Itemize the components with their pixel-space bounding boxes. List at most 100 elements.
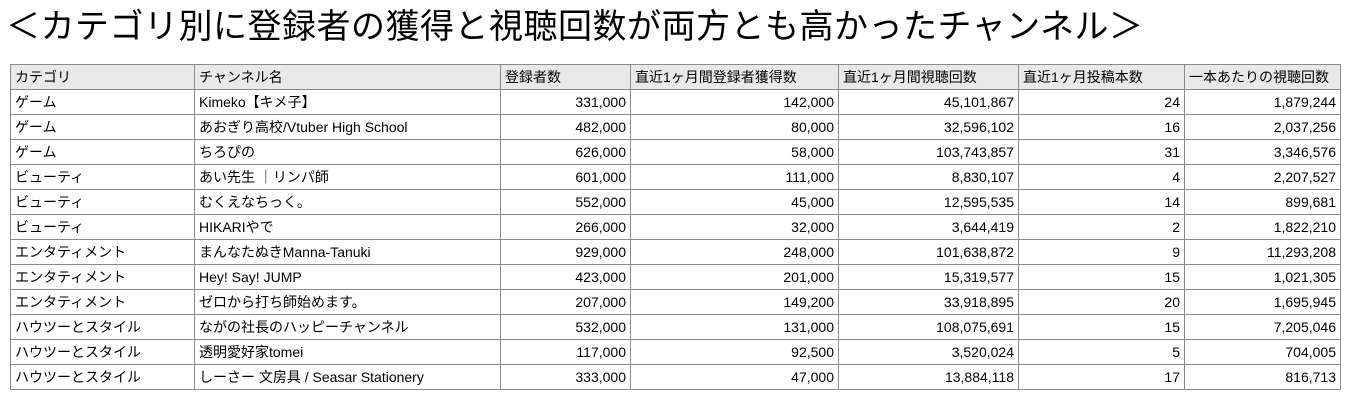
subscriber-gain-cell: 45,000 (630, 189, 839, 215)
channel-name-cell: あおぎり高校/Vtuber High School (194, 114, 501, 140)
channel-name-cell: ちろぴの (194, 139, 501, 165)
subscriber-gain-cell: 131,000 (630, 314, 839, 340)
views-per-video-cell: 7,205,046 (1184, 314, 1341, 340)
channel-name-cell: 透明愛好家tomei (194, 339, 501, 365)
channel-name-cell: あい先生 ｜リンパ師 (194, 164, 501, 190)
table-row: ゲーム Kimeko【キメ子】 331,000 142,000 45,101,867 24… (10, 89, 1341, 115)
subscribers-cell: 207,000 (500, 289, 631, 315)
views-per-video-cell: 1,822,210 (1184, 214, 1341, 240)
views-per-video-cell: 1,879,244 (1184, 89, 1341, 115)
subscriber-gain-cell: 142,000 (630, 89, 839, 115)
subscribers-cell: 423,000 (500, 264, 631, 290)
subscriber-gain-cell: 201,000 (630, 264, 839, 290)
monthly-posts-cell: 15 (1018, 264, 1185, 290)
monthly-views-cell: 3,520,024 (838, 339, 1019, 365)
monthly-posts-cell: 2 (1018, 214, 1185, 240)
category-cell: エンタティメント (10, 289, 195, 315)
header-monthly-views: 直近1ヶ月間視聴回数 (838, 64, 1019, 90)
header-monthly-posts: 直近1ヶ月投稿本数 (1018, 64, 1185, 90)
subscribers-cell: 552,000 (500, 189, 631, 215)
monthly-posts-cell: 24 (1018, 89, 1185, 115)
channel-name-cell: Kimeko【キメ子】 (194, 89, 501, 115)
subscriber-gain-cell: 32,000 (630, 214, 839, 240)
monthly-views-cell: 8,830,107 (838, 164, 1019, 190)
channel-name-cell: まんなたぬきManna-Tanuki (194, 239, 501, 265)
header-views-per-video: 一本あたりの視聴回数 (1184, 64, 1341, 90)
channel-name-cell: しーさー 文房具 / Seasar Stationery (194, 364, 501, 390)
views-per-video-cell: 704,005 (1184, 339, 1341, 365)
monthly-posts-cell: 14 (1018, 189, 1185, 215)
subscribers-cell: 117,000 (500, 339, 631, 365)
category-cell: ゲーム (10, 114, 195, 140)
table-row: エンタティメント Hey! Say! JUMP 423,000 201,000 15,3… (10, 264, 1341, 290)
monthly-posts-cell: 17 (1018, 364, 1185, 390)
category-cell: ゲーム (10, 89, 195, 115)
monthly-views-cell: 12,595,535 (838, 189, 1019, 215)
views-per-video-cell: 1,021,305 (1184, 264, 1341, 290)
subscribers-cell: 626,000 (500, 139, 631, 165)
channel-name-cell: HIKARIやで (194, 214, 501, 240)
header-channel-name: チャンネル名 (194, 64, 501, 90)
views-per-video-cell: 11,293,208 (1184, 239, 1341, 265)
category-cell: ビューティ (10, 214, 195, 240)
monthly-posts-cell: 5 (1018, 339, 1185, 365)
monthly-views-cell: 3,644,419 (838, 214, 1019, 240)
subscribers-cell: 601,000 (500, 164, 631, 190)
monthly-views-cell: 45,101,867 (838, 89, 1019, 115)
channel-table: カテゴリ チャンネル名 登録者数 直近1ヶ月間登録者獲得数 直近1ヶ月間視聴回数… (10, 64, 1341, 390)
monthly-posts-cell: 4 (1018, 164, 1185, 190)
monthly-views-cell: 108,075,691 (838, 314, 1019, 340)
table-header-row: カテゴリ チャンネル名 登録者数 直近1ヶ月間登録者獲得数 直近1ヶ月間視聴回数… (10, 64, 1341, 90)
views-per-video-cell: 1,695,945 (1184, 289, 1341, 315)
category-cell: ビューティ (10, 164, 195, 190)
subscriber-gain-cell: 92,500 (630, 339, 839, 365)
table-row: ビューティ HIKARIやで 266,000 32,000 3,644,419 2 1,82… (10, 214, 1341, 240)
views-per-video-cell: 3,346,576 (1184, 139, 1341, 165)
table-row: ゲーム あおぎり高校/Vtuber High School 482,000 80,00… (10, 114, 1341, 140)
subscriber-gain-cell: 149,200 (630, 289, 839, 315)
table-row: エンタティメント ゼロから打ち師始めます。 207,000 149,200 33,918… (10, 289, 1341, 315)
views-per-video-cell: 899,681 (1184, 189, 1341, 215)
channel-name-cell: むくえなちっく。 (194, 189, 501, 215)
table-row: ハウツーとスタイル ながの社長のハッピーチャンネル 532,000 131,000 10… (10, 314, 1341, 340)
category-cell: ゲーム (10, 139, 195, 165)
monthly-views-cell: 101,638,872 (838, 239, 1019, 265)
monthly-posts-cell: 15 (1018, 314, 1185, 340)
monthly-views-cell: 15,319,577 (838, 264, 1019, 290)
monthly-views-cell: 13,884,118 (838, 364, 1019, 390)
monthly-posts-cell: 9 (1018, 239, 1185, 265)
subscriber-gain-cell: 80,000 (630, 114, 839, 140)
header-monthly-subscriber-gain: 直近1ヶ月間登録者獲得数 (630, 64, 839, 90)
monthly-views-cell: 33,918,895 (838, 289, 1019, 315)
monthly-posts-cell: 20 (1018, 289, 1185, 315)
views-per-video-cell: 816,713 (1184, 364, 1341, 390)
monthly-posts-cell: 31 (1018, 139, 1185, 165)
category-cell: ハウツーとスタイル (10, 339, 195, 365)
header-category: カテゴリ (10, 64, 195, 90)
table-row: ハウツーとスタイル 透明愛好家tomei 117,000 92,500 3,520,02… (10, 339, 1341, 365)
channel-name-cell: ながの社長のハッピーチャンネル (194, 314, 501, 340)
channel-name-cell: Hey! Say! JUMP (194, 264, 501, 290)
subscriber-gain-cell: 47,000 (630, 364, 839, 390)
monthly-views-cell: 32,596,102 (838, 114, 1019, 140)
table-row: ゲーム ちろぴの 626,000 58,000 103,743,857 31 3,346,5… (10, 139, 1341, 165)
subscribers-cell: 532,000 (500, 314, 631, 340)
category-cell: ビューティ (10, 189, 195, 215)
table-body: ゲーム Kimeko【キメ子】 331,000 142,000 45,101,867 24… (10, 89, 1341, 390)
subscriber-gain-cell: 248,000 (630, 239, 839, 265)
category-cell: エンタティメント (10, 264, 195, 290)
table-row: エンタティメント まんなたぬきManna-Tanuki 929,000 248,000… (10, 239, 1341, 265)
channel-name-cell: ゼロから打ち師始めます。 (194, 289, 501, 315)
subscribers-cell: 333,000 (500, 364, 631, 390)
views-per-video-cell: 2,037,256 (1184, 114, 1341, 140)
table-row: ビューティ むくえなちっく。 552,000 45,000 12,595,535 14 89… (10, 189, 1341, 215)
views-per-video-cell: 2,207,527 (1184, 164, 1341, 190)
page-title: ＜カテゴリ別に登録者の獲得と視聴回数が両方とも高かったチャンネル＞ (6, 7, 1144, 47)
monthly-views-cell: 103,743,857 (838, 139, 1019, 165)
subscribers-cell: 929,000 (500, 239, 631, 265)
category-cell: ハウツーとスタイル (10, 364, 195, 390)
table-row: ビューティ あい先生 ｜リンパ師 601,000 111,000 8,830,107 4 2… (10, 164, 1341, 190)
header-subscribers: 登録者数 (500, 64, 631, 90)
subscriber-gain-cell: 58,000 (630, 139, 839, 165)
category-cell: エンタティメント (10, 239, 195, 265)
